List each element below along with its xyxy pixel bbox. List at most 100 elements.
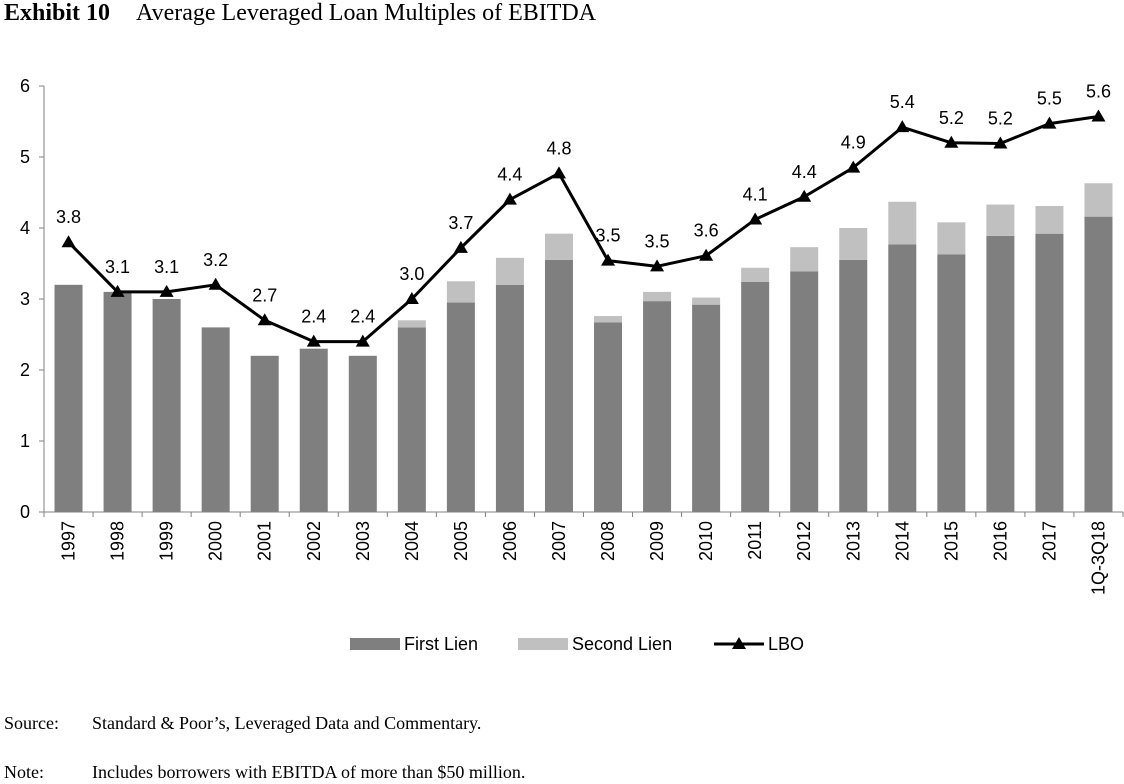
y-tick-label: 3 [20,289,30,309]
lbo-point-marker [110,284,125,297]
bar-first-lien-2013 [839,259,868,512]
x-tick-label: 2000 [206,521,226,561]
legend-label-lbo: LBO [768,634,804,654]
x-tick-label: 1Q-3Q18 [1088,521,1108,595]
bar-first-lien-1999 [152,299,181,512]
bar-first-lien-2000 [201,327,230,512]
lbo-point-marker [1091,109,1106,122]
bar-second-lien-1Q-3Q18 [1084,183,1113,217]
x-tick-label: 2015 [941,521,961,561]
x-tick-label: 2008 [598,521,618,561]
source-label: Source: [4,713,59,733]
y-tick-label: 2 [20,360,30,380]
lbo-data-label: 5.5 [1037,89,1062,109]
lbo-data-label: 3.2 [203,250,228,270]
legend-label-second-lien: Second Lien [572,634,672,654]
lbo-point-marker [502,192,517,205]
lbo-data-label: 3.0 [399,264,424,284]
x-tick-label: 2005 [451,521,471,561]
bar-second-lien-2011 [741,267,770,282]
lbo-point-marker [650,259,665,272]
x-tick-label: 2001 [255,521,275,561]
bar-first-lien-2003 [348,355,377,512]
bar-second-lien-2014 [888,201,917,245]
lbo-data-label: 3.6 [694,221,719,241]
bar-first-lien-1Q-3Q18 [1084,216,1113,512]
bar-first-lien-2009 [643,301,672,512]
x-tick-label: 1998 [108,521,128,561]
y-tick-label: 4 [20,218,30,238]
bar-second-lien-2005 [446,281,475,303]
bar-first-lien-2016 [986,235,1015,512]
bar-second-lien-2017 [1035,205,1064,234]
bar-first-lien-2011 [741,281,770,512]
x-tick-label: 1999 [157,521,177,561]
legend-swatch-first-lien [350,638,400,650]
bars-layer [54,183,1113,512]
source-note: Source: Standard & Poor’s, Leveraged Data… [4,713,481,734]
legend-swatch-second-lien [518,638,568,650]
x-tick-label: 2017 [1039,521,1059,561]
x-tick-label: 2016 [990,521,1010,561]
lbo-data-label: 4.4 [497,165,522,185]
y-tick-label: 6 [20,76,30,96]
legend-label-first-lien: First Lien [404,634,478,654]
lbo-data-label: 2.7 [252,285,277,305]
lbo-point-marker [601,253,616,266]
lbo-data-label: 2.4 [350,307,375,327]
source-text: Standard & Poor’s, Leveraged Data and Co… [92,713,482,733]
lbo-data-label: 4.4 [792,162,817,182]
bar-second-lien-2007 [544,233,573,260]
bar-first-lien-2014 [888,244,917,512]
lbo-point-marker [61,235,76,248]
footnote: Note: Includes borrowers with EBITDA of m… [4,762,525,783]
bar-first-lien-2001 [250,355,279,512]
lbo-data-label: 3.1 [154,257,179,277]
y-tick-label: 0 [20,502,30,522]
bar-second-lien-2006 [495,257,524,285]
bar-first-lien-2012 [790,271,819,512]
lbo-point-marker [699,248,714,261]
y-tick-label: 1 [20,431,30,451]
lbo-data-label: 4.8 [546,138,571,158]
lbo-point-marker [748,212,763,225]
bar-first-lien-2017 [1035,233,1064,512]
x-tick-label: 2014 [892,521,912,561]
lbo-point-marker [257,313,272,326]
lbo-point-marker [159,284,174,297]
bar-second-lien-2012 [790,247,819,272]
bar-first-lien-2010 [692,304,721,512]
y-tick-label: 5 [20,147,30,167]
lbo-data-label: 5.4 [890,92,915,112]
lbo-data-label: 3.5 [645,231,670,251]
lbo-point-marker [797,189,812,202]
chart-title: Average Leveraged Loan Multiples of EBIT… [136,0,597,26]
x-tick-label: 1997 [59,521,79,561]
bar-second-lien-2015 [937,222,966,255]
bar-first-lien-2008 [594,322,623,512]
bar-first-lien-2002 [299,348,328,512]
lbo-point-marker [306,334,321,347]
x-tick-label: 2004 [402,521,422,561]
exhibit-number: Exhibit 10 [4,0,111,26]
legend-swatch-lbo-marker [732,637,746,649]
bar-second-lien-2010 [692,297,721,305]
bar-second-lien-2008 [594,316,623,323]
lbo-data-label: 5.6 [1086,82,1111,102]
lbo-point-marker [993,136,1008,149]
lbo-point-marker [355,334,370,347]
bar-first-lien-2004 [397,327,426,512]
lbo-point-marker [208,277,223,290]
lbo-point-marker [944,135,959,148]
bar-first-lien-1997 [54,284,83,512]
bar-second-lien-2009 [643,291,672,302]
lbo-point-marker [551,166,566,179]
lbo-point-marker [404,292,419,304]
note-text: Includes borrowers with EBITDA of more t… [92,762,526,782]
lbo-series-line [67,115,1099,344]
exhibit-heading: Exhibit 10 Average Leveraged Loan Multipl… [4,0,596,27]
bar-first-lien-2015 [937,254,966,512]
x-tick-label: 2002 [304,521,324,561]
bar-first-lien-2005 [446,302,475,512]
lbo-data-label: 5.2 [988,109,1013,129]
